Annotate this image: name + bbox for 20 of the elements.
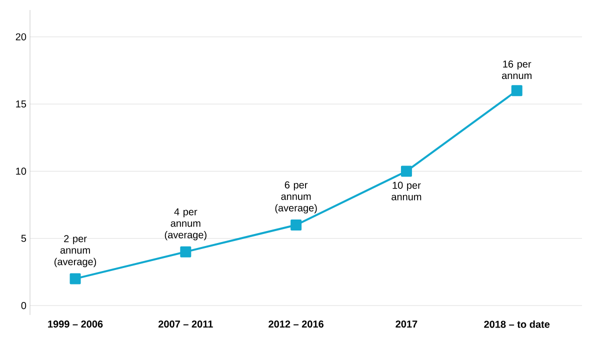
y-tick-label: 5: [21, 234, 26, 242]
point: [511, 85, 522, 96]
y-tick-label: 10: [16, 168, 26, 175]
data-label: 2 per annum (average): [54, 235, 96, 268]
y-tick-label: 15: [16, 100, 26, 108]
data-label: 10 per annum: [392, 182, 422, 200]
x-tick-label: 2017: [396, 320, 418, 328]
point: [180, 246, 192, 258]
data-label: 6 per annum (average): [275, 181, 317, 214]
y-tick-label: 20: [16, 33, 26, 40]
data-label: 4 per annum (average): [164, 208, 206, 240]
point: [400, 166, 412, 177]
data-label: 16 per annum: [502, 60, 532, 80]
x-tick-label: 2018 – to date: [484, 320, 550, 328]
point: [290, 219, 302, 230]
y-tick-label: 0: [21, 302, 26, 310]
x-tick-label: 2007 – 2011: [158, 320, 213, 328]
x-tick-label: 2012 – 2016: [268, 320, 324, 328]
point: [70, 273, 81, 284]
x-tick-label: 1999 – 2006: [48, 320, 103, 328]
